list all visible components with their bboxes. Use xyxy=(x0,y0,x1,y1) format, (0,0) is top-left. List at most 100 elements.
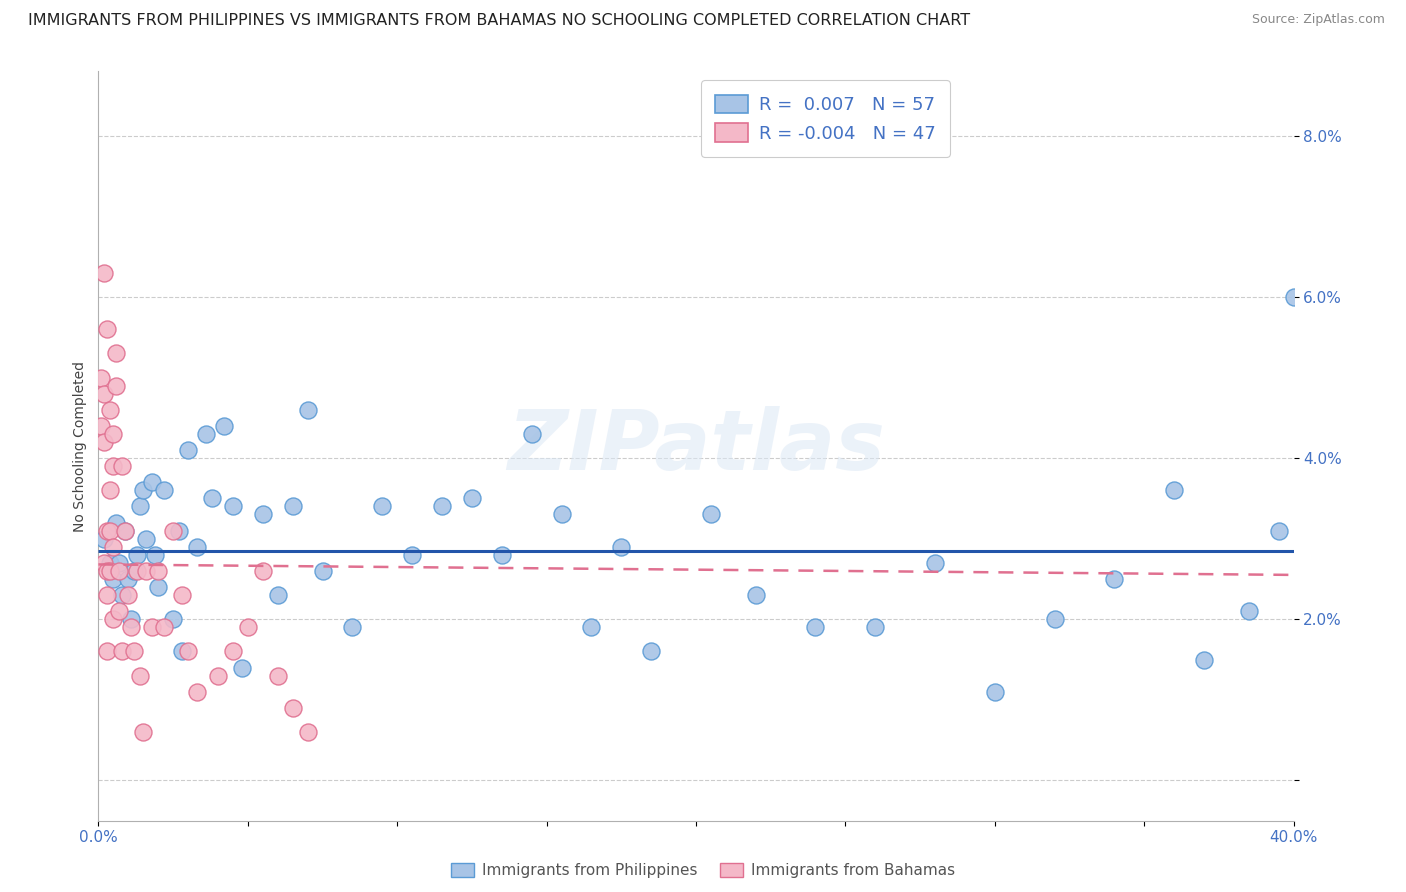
Point xyxy=(96,322,118,336)
Text: Source: ZipAtlas.com: Source: ZipAtlas.com xyxy=(1251,13,1385,27)
Point xyxy=(93,556,115,570)
Point xyxy=(105,346,128,360)
Point xyxy=(98,556,122,570)
Point xyxy=(114,524,136,538)
Point xyxy=(120,620,142,634)
Point xyxy=(129,500,152,514)
Point xyxy=(267,588,290,602)
Point xyxy=(207,668,229,682)
Point xyxy=(98,402,122,417)
Point xyxy=(924,556,946,570)
Point xyxy=(129,668,152,682)
Point xyxy=(124,644,146,658)
Point xyxy=(93,532,115,546)
Point xyxy=(520,426,543,441)
Point xyxy=(103,426,125,441)
Point xyxy=(96,588,118,602)
Point xyxy=(103,612,125,626)
Point xyxy=(172,644,194,658)
Point xyxy=(1043,612,1066,626)
Point xyxy=(186,540,208,554)
Point xyxy=(96,524,118,538)
Point xyxy=(267,668,290,682)
Point xyxy=(252,508,274,522)
Text: IMMIGRANTS FROM PHILIPPINES VS IMMIGRANTS FROM BAHAMAS NO SCHOOLING COMPLETED CO: IMMIGRANTS FROM PHILIPPINES VS IMMIGRANT… xyxy=(28,13,970,29)
Point xyxy=(120,612,142,626)
Point xyxy=(162,524,184,538)
Point xyxy=(297,725,319,739)
Point xyxy=(201,491,224,506)
Point xyxy=(96,644,118,658)
Point xyxy=(148,564,170,578)
Point xyxy=(700,508,723,522)
Point xyxy=(93,386,115,401)
Point xyxy=(236,620,259,634)
Point xyxy=(581,620,603,634)
Point xyxy=(96,564,118,578)
Point xyxy=(148,580,170,594)
Point xyxy=(103,459,125,474)
Point xyxy=(98,524,122,538)
Point xyxy=(90,418,112,433)
Point xyxy=(984,684,1007,698)
Point xyxy=(98,564,122,578)
Point xyxy=(610,540,633,554)
Point xyxy=(117,572,139,586)
Point xyxy=(281,500,304,514)
Point xyxy=(111,459,134,474)
Point xyxy=(105,378,128,392)
Point xyxy=(745,588,768,602)
Point xyxy=(111,644,134,658)
Point xyxy=(90,370,112,384)
Point xyxy=(297,402,319,417)
Point xyxy=(141,475,163,490)
Point xyxy=(342,620,364,634)
Point xyxy=(177,644,200,658)
Point xyxy=(195,426,218,441)
Point xyxy=(108,604,131,618)
Point xyxy=(311,564,333,578)
Point xyxy=(108,564,131,578)
Point xyxy=(222,500,245,514)
Point xyxy=(1163,483,1185,498)
Point xyxy=(127,548,149,562)
Point xyxy=(132,725,155,739)
Point xyxy=(1282,290,1305,304)
Legend: R =  0.007   N = 57, R = -0.004   N = 47: R = 0.007 N = 57, R = -0.004 N = 47 xyxy=(702,80,950,157)
Point xyxy=(143,548,166,562)
Point xyxy=(117,588,139,602)
Point xyxy=(550,508,572,522)
Point xyxy=(1192,652,1215,666)
Point xyxy=(153,483,176,498)
Point xyxy=(640,644,662,658)
Point xyxy=(212,418,235,433)
Point xyxy=(252,564,274,578)
Point xyxy=(141,620,163,634)
Legend: Immigrants from Philippines, Immigrants from Bahamas: Immigrants from Philippines, Immigrants … xyxy=(446,857,960,884)
Point xyxy=(167,524,190,538)
Point xyxy=(491,548,513,562)
Point xyxy=(162,612,184,626)
Point xyxy=(177,443,200,458)
Point xyxy=(1267,524,1289,538)
Point xyxy=(135,564,157,578)
Point xyxy=(1104,572,1126,586)
Point xyxy=(103,572,125,586)
Point xyxy=(804,620,827,634)
Point xyxy=(98,483,122,498)
Point xyxy=(93,266,115,280)
Point xyxy=(153,620,176,634)
Point xyxy=(132,483,155,498)
Point xyxy=(124,564,146,578)
Point xyxy=(281,701,304,715)
Point xyxy=(865,620,887,634)
Point xyxy=(114,524,136,538)
Y-axis label: No Schooling Completed: No Schooling Completed xyxy=(73,360,87,532)
Point xyxy=(1237,604,1260,618)
Point xyxy=(231,660,253,674)
Point xyxy=(127,564,149,578)
Point xyxy=(222,644,245,658)
Point xyxy=(105,516,128,530)
Point xyxy=(103,540,125,554)
Point xyxy=(172,588,194,602)
